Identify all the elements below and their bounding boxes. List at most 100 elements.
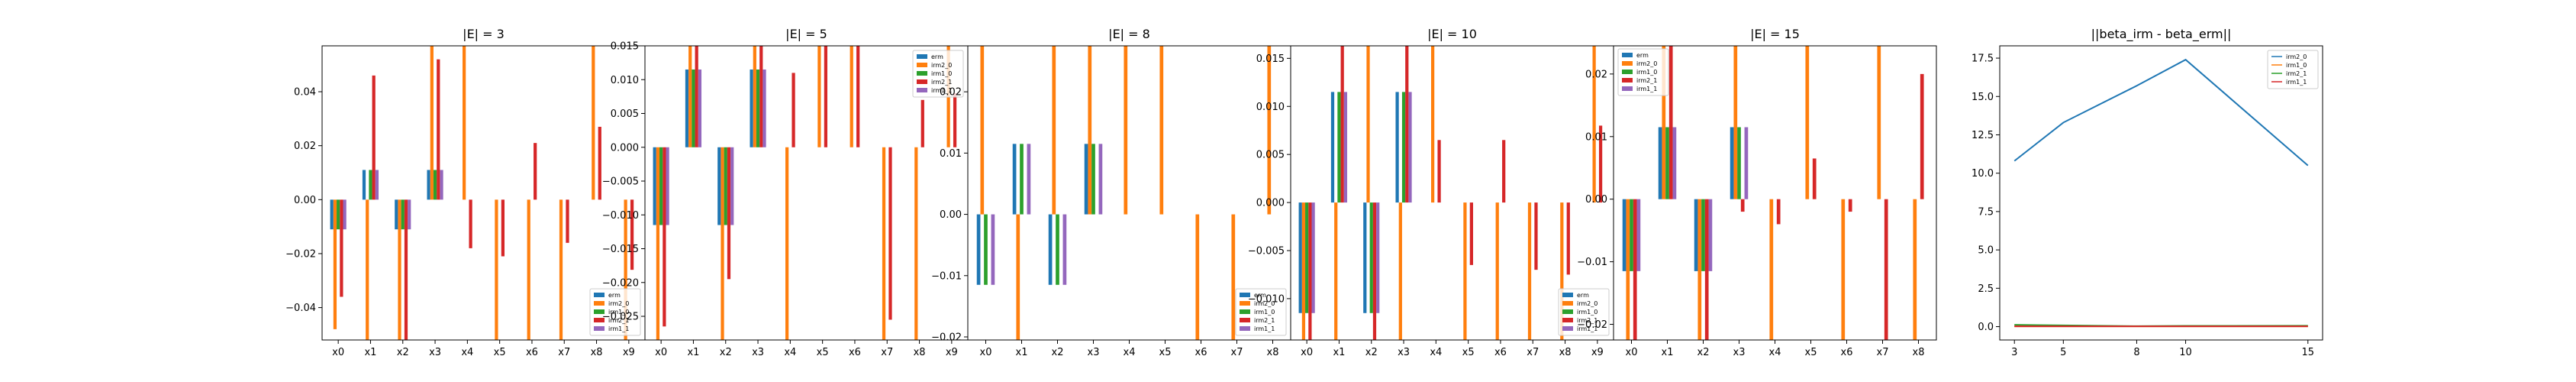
bar-irm2_0	[785, 147, 789, 340]
x-tick-label: x6	[1195, 347, 1207, 358]
bar-irm2_1	[372, 75, 376, 200]
y-tick-label: 0.01	[1585, 131, 1607, 143]
chart-panel-5: ||beta_irm - beta_erm|| 0.0 2.5 5.0 7.5 10.0 1…	[1971, 27, 2323, 358]
bar-irm1_1	[1672, 127, 1677, 199]
bar-irm2_0	[656, 147, 660, 340]
x-tick-label: x2	[1697, 347, 1710, 358]
y-tick-label: 0.04	[294, 87, 316, 99]
legend-label: irm2_0	[931, 62, 952, 69]
x-tick-label: x7	[1527, 347, 1539, 358]
chart-title: |E| = 5	[785, 27, 827, 41]
bar-irm2_1	[1740, 199, 1745, 212]
y-tick-label: 17.5	[1971, 53, 1994, 65]
y-tick-label: 10.0	[1971, 168, 1994, 180]
bar-irm2_0	[1231, 214, 1236, 340]
bar-irm2_0	[1626, 199, 1630, 340]
legend-swatch	[1562, 309, 1573, 314]
bar-irm2_1	[1405, 46, 1409, 203]
bar-irm2_1	[534, 143, 537, 200]
bar-irm2_0	[1662, 46, 1666, 199]
x-tick-label: x3	[1733, 347, 1746, 358]
bar-erm	[1363, 202, 1367, 313]
x-tick-label: x9	[1591, 347, 1604, 358]
x-tick-label: x9	[623, 347, 635, 358]
x-tick-label: x2	[720, 347, 732, 358]
bar-irm2_1	[663, 147, 666, 327]
line-irm2_0	[2013, 58, 2309, 167]
y-tick-label: 0.02	[1585, 69, 1607, 80]
legend-label: erm	[608, 292, 621, 299]
y-tick-label: 0.010	[611, 75, 639, 86]
bar-irm2_1	[1776, 199, 1781, 225]
legend-label: irm2_0	[1577, 300, 1598, 307]
bar-irm2_0	[1398, 202, 1402, 340]
bar-irm2_0	[980, 46, 985, 215]
bar-irm1_1	[1311, 202, 1315, 313]
bar-irm2_1	[1372, 202, 1377, 340]
legend-label: irm1_1	[1636, 86, 1657, 92]
legend-label: irm2_1	[931, 79, 952, 86]
bar-irm2_0	[688, 46, 692, 147]
bar-irm1_1	[343, 199, 347, 230]
bar-erm	[1658, 127, 1662, 199]
legend-swatch	[1240, 309, 1250, 314]
bar-irm2_1	[1566, 202, 1570, 275]
y-tick-label: 0.02	[294, 141, 316, 152]
y-tick-label: 0.000	[611, 142, 639, 154]
bar-irm1_0	[1369, 202, 1373, 313]
bar-irm1_1	[375, 170, 379, 200]
legend-swatch	[1240, 301, 1250, 306]
y-tick-label: −0.025	[602, 312, 639, 323]
x-tick-label: x7	[1231, 347, 1243, 358]
bar-irm2_1	[1668, 46, 1673, 199]
bar-irm2_0	[559, 199, 563, 340]
bar-erm	[427, 170, 430, 200]
y-tick-label: 5.0	[1978, 245, 1994, 257]
y-tick-label: −0.020	[602, 277, 639, 289]
bar-irm2_0	[1195, 214, 1200, 340]
y-tick-label: −0.01	[1577, 257, 1607, 268]
bar-irm1_0	[369, 170, 372, 200]
y-tick-label: 0.005	[1256, 150, 1285, 161]
bar-irm1_0	[337, 199, 340, 230]
bar-erm	[1012, 144, 1017, 215]
x-tick-label: x5	[817, 347, 829, 358]
chart-title: |E| = 10	[1427, 27, 1477, 41]
y-tick-label: 0.00	[294, 195, 316, 206]
bar-irm2_0	[1592, 46, 1596, 203]
bar-irm2_1	[1308, 202, 1312, 340]
y-tick-label: −0.015	[602, 244, 639, 255]
legend-swatch	[594, 293, 605, 297]
bar-irm2_0	[1841, 199, 1846, 340]
bar-irm2_0	[721, 147, 724, 340]
legend-label: irm1_1	[1254, 325, 1275, 332]
y-tick-label: −0.04	[285, 303, 316, 314]
legend-label: irm1_0	[1636, 69, 1657, 76]
x-tick-label: 8	[2133, 347, 2139, 358]
bar-irm2_0	[1913, 199, 1917, 340]
y-tick-label: 0.01	[940, 148, 962, 160]
bar-irm2_1	[1884, 199, 1888, 340]
legend-swatch	[917, 79, 927, 84]
y-tick-label: 0.02	[940, 87, 962, 99]
x-tick-label: x1	[687, 347, 699, 358]
bar-irm1_0	[1020, 144, 1024, 215]
legend-label: erm	[931, 53, 943, 60]
chart-title: ||beta_irm - beta_erm||	[2091, 27, 2232, 42]
x-tick-label: x0	[655, 347, 667, 358]
legend-label: irm2_0	[608, 300, 629, 307]
bar-irm2_0	[1527, 202, 1532, 340]
bar-erm	[1330, 92, 1335, 203]
y-tick-label: 0.0	[1978, 322, 1994, 333]
bar-irm2_1	[501, 199, 505, 257]
bar-irm2_1	[404, 199, 408, 340]
bar-erm	[685, 69, 689, 147]
bar-irm2_0	[882, 147, 886, 340]
bar-irm2_0	[1463, 202, 1467, 340]
y-tick-label: 0.015	[1256, 53, 1285, 65]
x-tick-label: x0	[332, 347, 344, 358]
bar-erm	[1730, 127, 1734, 199]
